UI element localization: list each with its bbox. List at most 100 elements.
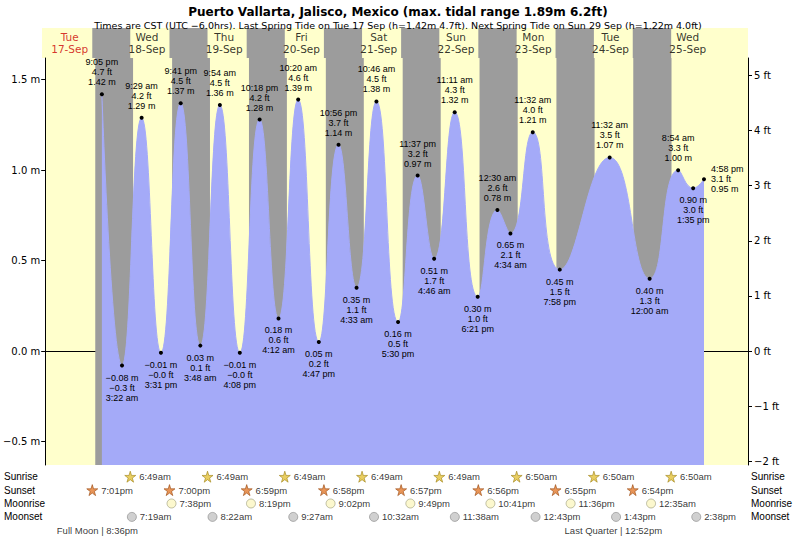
svg-text:0.65 m: 0.65 m xyxy=(497,240,525,250)
svg-text:6:50am: 6:50am xyxy=(526,471,558,482)
svg-text:1:35 pm: 1:35 pm xyxy=(677,215,710,225)
svg-text:1.5 ft: 1.5 ft xyxy=(550,287,571,297)
svg-text:Fri: Fri xyxy=(295,31,308,43)
svg-text:0.40 m: 0.40 m xyxy=(636,286,664,296)
svg-text:2.6 ft: 2.6 ft xyxy=(487,183,508,193)
svg-text:6:58pm: 6:58pm xyxy=(333,485,365,496)
svg-text:24-Sep: 24-Sep xyxy=(592,43,629,55)
svg-text:0.16 m: 0.16 m xyxy=(384,329,412,339)
svg-text:0.05 m: 0.05 m xyxy=(305,349,333,359)
svg-text:3.2 ft: 3.2 ft xyxy=(408,149,429,159)
svg-text:8:54 am: 8:54 am xyxy=(662,133,695,143)
svg-text:1.1 ft: 1.1 ft xyxy=(347,305,368,315)
svg-text:1.36 m: 1.36 m xyxy=(206,88,234,98)
svg-text:0.97 m: 0.97 m xyxy=(404,159,432,169)
svg-text:17-Sep: 17-Sep xyxy=(51,43,88,55)
svg-text:7:58 pm: 7:58 pm xyxy=(544,297,577,307)
svg-text:0.5 m: 0.5 m xyxy=(11,255,40,266)
svg-text:6:55pm: 6:55pm xyxy=(564,485,596,496)
svg-text:0.18 m: 0.18 m xyxy=(265,325,293,335)
svg-text:−0.3 ft: −0.3 ft xyxy=(109,383,135,393)
svg-text:−2 ft: −2 ft xyxy=(754,456,779,467)
svg-text:6:50am: 6:50am xyxy=(680,471,712,482)
svg-text:6:59pm: 6:59pm xyxy=(256,485,288,496)
svg-text:0.30 m: 0.30 m xyxy=(464,304,492,314)
svg-text:1.7 ft: 1.7 ft xyxy=(424,276,445,286)
svg-text:7:01pm: 7:01pm xyxy=(101,485,133,496)
svg-text:3:31 pm: 3:31 pm xyxy=(145,380,178,390)
svg-text:6:56pm: 6:56pm xyxy=(487,485,519,496)
svg-text:10:20 am: 10:20 am xyxy=(279,63,317,73)
svg-text:1.29 m: 1.29 m xyxy=(128,101,156,111)
svg-text:4:08 pm: 4:08 pm xyxy=(224,380,257,390)
svg-text:1.37 m: 1.37 m xyxy=(167,86,195,96)
svg-text:−1 ft: −1 ft xyxy=(754,401,779,412)
svg-text:1.21 m: 1.21 m xyxy=(519,115,547,125)
svg-text:6:54pm: 6:54pm xyxy=(642,485,674,496)
svg-text:Sunrise: Sunrise xyxy=(751,471,785,482)
svg-text:Moonrise: Moonrise xyxy=(4,498,46,509)
svg-text:11:11 am: 11:11 am xyxy=(437,75,473,85)
svg-text:3.1 ft: 3.1 ft xyxy=(711,174,732,184)
svg-text:18-Sep: 18-Sep xyxy=(128,43,165,55)
svg-text:6:49am: 6:49am xyxy=(294,471,326,482)
svg-text:9:49pm: 9:49pm xyxy=(418,498,450,509)
svg-text:Puerto Vallarta, Jalisco, Mexi: Puerto Vallarta, Jalisco, Mexico (max. t… xyxy=(188,5,607,19)
svg-text:23-Sep: 23-Sep xyxy=(515,43,552,55)
svg-text:1.38 m: 1.38 m xyxy=(363,84,391,94)
svg-text:9:54 am: 9:54 am xyxy=(204,68,237,78)
svg-text:Last Quarter | 12:52pm: Last Quarter | 12:52pm xyxy=(565,525,663,536)
svg-text:0.0 m: 0.0 m xyxy=(11,346,40,357)
svg-text:3:48 am: 3:48 am xyxy=(184,373,217,383)
svg-text:12:30 am: 12:30 am xyxy=(479,173,517,183)
svg-text:4.2 ft: 4.2 ft xyxy=(132,91,153,101)
svg-text:11:32 am: 11:32 am xyxy=(514,95,551,105)
svg-text:4.5 ft: 4.5 ft xyxy=(210,78,231,88)
svg-text:22-Sep: 22-Sep xyxy=(438,43,475,55)
svg-text:10:46 am: 10:46 am xyxy=(358,64,396,74)
svg-text:6:49am: 6:49am xyxy=(139,471,171,482)
svg-text:−0.01 m: −0.01 m xyxy=(145,360,178,370)
svg-text:3.3 ft: 3.3 ft xyxy=(668,143,689,153)
svg-text:Sun: Sun xyxy=(446,31,466,43)
svg-text:Tue: Tue xyxy=(601,31,620,43)
svg-text:1.28 m: 1.28 m xyxy=(246,103,274,113)
svg-text:0.35 m: 0.35 m xyxy=(343,295,371,305)
svg-text:1.3 ft: 1.3 ft xyxy=(640,296,661,306)
svg-text:1.39 m: 1.39 m xyxy=(284,83,312,93)
svg-text:4.6 ft: 4.6 ft xyxy=(288,73,309,83)
svg-text:4.2 ft: 4.2 ft xyxy=(250,93,271,103)
svg-text:25-Sep: 25-Sep xyxy=(669,43,706,55)
svg-text:0.2 ft: 0.2 ft xyxy=(309,359,330,369)
svg-text:0.45 m: 0.45 m xyxy=(546,277,574,287)
svg-text:4.7 ft: 4.7 ft xyxy=(92,67,113,77)
svg-text:4:33 am: 4:33 am xyxy=(340,315,373,325)
svg-text:4.5 ft: 4.5 ft xyxy=(366,74,387,84)
svg-text:6:21 pm: 6:21 pm xyxy=(461,324,494,334)
svg-text:8:19pm: 8:19pm xyxy=(259,498,291,509)
svg-text:Times are CST (UTC −6.0hrs). L: Times are CST (UTC −6.0hrs). Last Spring… xyxy=(93,20,702,31)
svg-text:3 ft: 3 ft xyxy=(754,180,771,191)
svg-text:9:02pm: 9:02pm xyxy=(338,498,370,509)
svg-text:2:38pm: 2:38pm xyxy=(704,511,736,522)
svg-text:1.14 m: 1.14 m xyxy=(325,128,353,138)
svg-text:20-Sep: 20-Sep xyxy=(283,43,320,55)
svg-text:5:30 pm: 5:30 pm xyxy=(382,349,415,359)
svg-text:4 ft: 4 ft xyxy=(754,125,771,136)
svg-text:6:57pm: 6:57pm xyxy=(410,485,442,496)
svg-text:7:00pm: 7:00pm xyxy=(178,485,210,496)
svg-text:11:36pm: 11:36pm xyxy=(579,498,615,509)
svg-text:4:58 pm: 4:58 pm xyxy=(711,164,744,174)
svg-text:−0.01 m: −0.01 m xyxy=(223,360,256,370)
svg-text:1.00 m: 1.00 m xyxy=(664,153,692,163)
svg-text:12:00 am: 12:00 am xyxy=(631,306,669,316)
svg-text:0.5 ft: 0.5 ft xyxy=(388,339,409,349)
svg-text:4.3 ft: 4.3 ft xyxy=(445,85,466,95)
svg-text:19-Sep: 19-Sep xyxy=(206,43,243,55)
svg-text:0.6 ft: 0.6 ft xyxy=(268,335,289,345)
svg-text:1.0 ft: 1.0 ft xyxy=(468,314,489,324)
svg-text:0.51 m: 0.51 m xyxy=(420,266,448,276)
svg-text:4:46 am: 4:46 am xyxy=(418,286,451,296)
svg-text:1:43pm: 1:43pm xyxy=(624,511,656,522)
svg-text:1.0 m: 1.0 m xyxy=(11,165,40,176)
